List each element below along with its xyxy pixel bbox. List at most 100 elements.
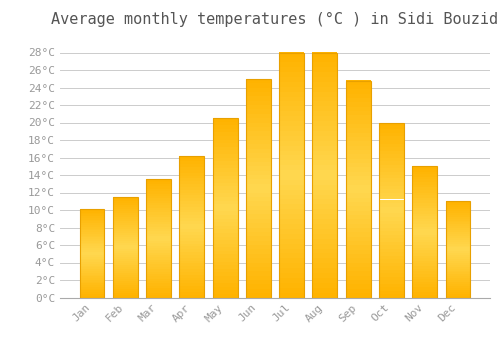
Bar xyxy=(446,209,470,211)
Bar xyxy=(312,126,338,131)
Bar xyxy=(146,267,171,269)
Bar xyxy=(379,266,404,270)
Bar xyxy=(80,296,104,298)
Bar xyxy=(312,52,338,298)
Bar xyxy=(180,295,204,298)
Bar xyxy=(146,189,171,191)
Bar xyxy=(279,185,304,190)
Bar xyxy=(80,227,104,229)
Bar xyxy=(312,131,338,136)
Bar xyxy=(379,147,404,150)
Bar xyxy=(246,171,271,175)
Bar xyxy=(113,259,138,261)
Bar xyxy=(113,239,138,241)
Bar xyxy=(146,179,171,298)
Bar xyxy=(312,111,338,116)
Bar xyxy=(212,262,238,265)
Bar xyxy=(346,102,370,106)
Bar xyxy=(379,241,404,245)
Bar xyxy=(279,263,304,268)
Bar xyxy=(279,209,304,214)
Bar xyxy=(180,258,204,261)
Bar xyxy=(113,261,138,263)
Bar xyxy=(346,98,370,102)
Bar xyxy=(446,294,470,295)
Bar xyxy=(113,286,138,287)
Bar xyxy=(113,213,138,215)
Bar xyxy=(80,280,104,282)
Bar xyxy=(312,190,338,195)
Bar xyxy=(113,251,138,253)
Bar xyxy=(113,205,138,207)
Bar xyxy=(80,289,104,290)
Bar xyxy=(412,271,437,274)
Bar xyxy=(446,215,470,217)
Bar xyxy=(312,248,338,253)
Bar xyxy=(113,223,138,225)
Bar xyxy=(446,259,470,261)
Bar xyxy=(346,85,370,89)
Bar xyxy=(113,215,138,217)
Bar xyxy=(446,286,470,288)
Bar xyxy=(312,82,338,87)
Bar xyxy=(312,224,338,229)
Bar xyxy=(279,52,304,57)
Bar xyxy=(446,234,470,236)
Bar xyxy=(113,229,138,231)
Bar xyxy=(379,161,404,164)
Bar xyxy=(379,150,404,154)
Bar xyxy=(113,235,138,237)
Bar xyxy=(180,184,204,187)
Bar xyxy=(446,236,470,238)
Bar xyxy=(312,214,338,219)
Bar xyxy=(180,176,204,178)
Bar xyxy=(180,284,204,286)
Bar xyxy=(346,267,370,272)
Bar xyxy=(212,118,238,122)
Bar xyxy=(412,206,437,208)
Bar xyxy=(412,284,437,287)
Bar xyxy=(80,262,104,264)
Bar xyxy=(246,153,271,158)
Bar xyxy=(379,252,404,256)
Bar xyxy=(113,271,138,273)
Bar xyxy=(246,101,271,105)
Bar xyxy=(80,220,104,222)
Bar xyxy=(446,292,470,294)
Bar xyxy=(412,232,437,235)
Bar xyxy=(246,236,271,241)
Bar xyxy=(379,172,404,175)
Bar xyxy=(346,193,370,198)
Bar xyxy=(113,231,138,233)
Bar xyxy=(80,257,104,259)
Bar xyxy=(446,284,470,286)
Bar xyxy=(446,265,470,267)
Bar xyxy=(146,290,171,293)
Bar xyxy=(279,155,304,160)
Bar xyxy=(446,218,470,220)
Bar xyxy=(180,275,204,278)
Bar xyxy=(146,279,171,281)
Bar xyxy=(312,97,338,102)
Bar xyxy=(379,259,404,262)
Bar xyxy=(113,225,138,227)
Bar xyxy=(146,238,171,241)
Bar xyxy=(80,241,104,243)
Bar xyxy=(113,209,138,211)
Bar xyxy=(446,223,470,224)
Bar xyxy=(379,234,404,238)
Bar xyxy=(80,253,104,255)
Bar xyxy=(212,136,238,140)
Bar xyxy=(279,253,304,258)
Bar xyxy=(379,231,404,234)
Bar xyxy=(113,201,138,203)
Bar xyxy=(113,279,138,281)
Bar xyxy=(346,254,370,258)
Bar xyxy=(80,248,104,250)
Bar xyxy=(212,222,238,226)
Bar xyxy=(346,154,370,159)
Bar xyxy=(146,288,171,290)
Bar xyxy=(180,159,204,161)
Bar xyxy=(279,82,304,87)
Bar xyxy=(212,179,238,183)
